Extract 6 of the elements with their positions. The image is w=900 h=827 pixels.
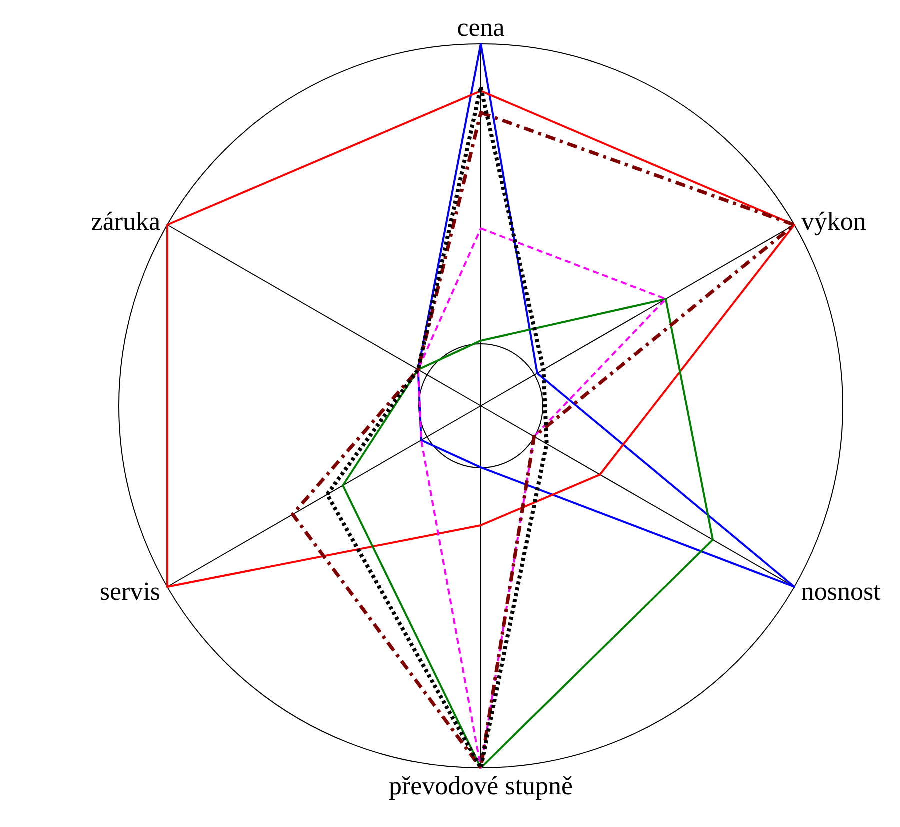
spoke-label: převodové stupně xyxy=(388,771,574,800)
spoke-label: výkon xyxy=(801,207,866,236)
spoke-label: záruka xyxy=(91,207,162,236)
spoke-label: nosnost xyxy=(801,577,882,606)
spoke-label: servis xyxy=(100,577,161,606)
spoke-label: cena xyxy=(457,13,506,42)
